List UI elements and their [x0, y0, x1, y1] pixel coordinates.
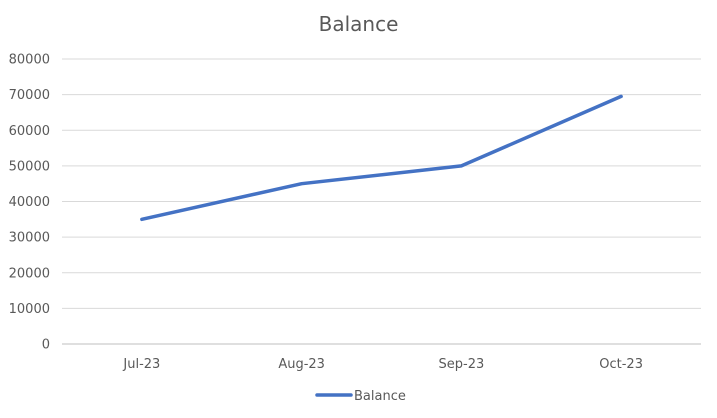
y-tick-label: 70000 — [9, 88, 50, 103]
y-tick-label: 0 — [42, 338, 50, 353]
chart-title: Balance — [318, 12, 399, 36]
y-tick-label: 60000 — [9, 124, 50, 139]
x-tick-label: Aug-23 — [278, 357, 325, 372]
y-tick-label: 20000 — [9, 266, 50, 281]
y-tick-label: 40000 — [9, 195, 50, 210]
x-tick-label: Sep-23 — [439, 357, 485, 372]
y-tick-label: 80000 — [9, 53, 50, 68]
x-tick-label: Jul-23 — [122, 357, 160, 372]
series-layer — [140, 94, 623, 222]
gridlines — [62, 58, 701, 345]
axes: 0 10000 20000 30000 40000 50000 60000 70000 8000… — [9, 53, 643, 373]
legend-label: Balance — [354, 389, 406, 404]
x-tick-label: Oct-23 — [599, 357, 643, 372]
y-tick-label: 50000 — [9, 159, 50, 174]
y-tick-label: 10000 — [9, 302, 50, 317]
y-tick-label: 30000 — [9, 231, 50, 246]
legend: Balance — [315, 389, 406, 404]
series-line-balance — [140, 94, 623, 222]
